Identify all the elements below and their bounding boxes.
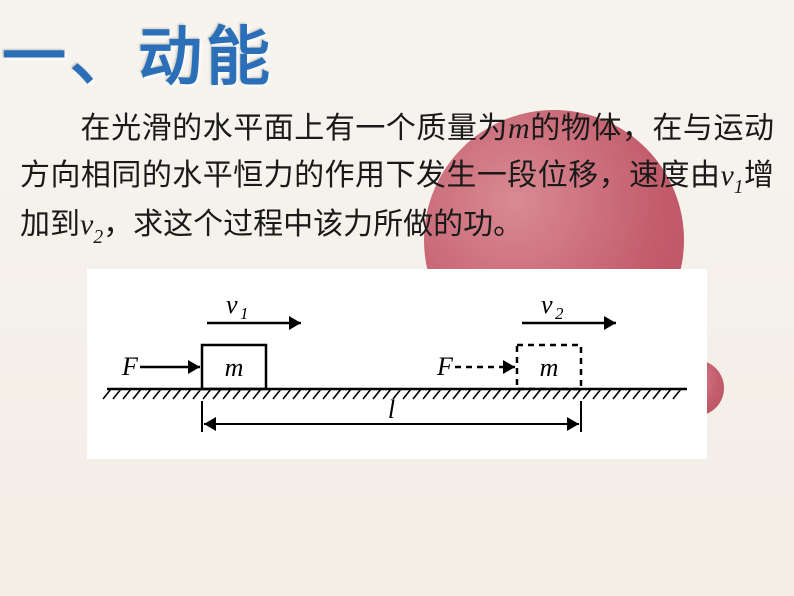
v2-base: v — [80, 208, 93, 241]
text-seg-4: ，求这个过程中该力所做的功。 — [103, 208, 523, 241]
v2-sub: 2 — [93, 227, 103, 248]
svg-text:2: 2 — [555, 304, 564, 323]
mass-symbol: m — [508, 112, 530, 145]
physics-diagram: mFv1mFv2l — [87, 269, 707, 459]
v1-sub: 1 — [734, 177, 744, 198]
svg-text:v: v — [541, 290, 553, 319]
v1-base: v — [720, 159, 733, 192]
problem-text: 在光滑的水平面上有一个质量为m的物体，在与运动方向相同的水平恒力的作用下发生一段… — [0, 98, 794, 251]
text-seg-1: 在光滑的水平面上有一个质量为 — [80, 112, 508, 145]
diagram-svg: mFv1mFv2l — [87, 269, 707, 459]
svg-text:F: F — [121, 352, 139, 381]
svg-text:m: m — [540, 353, 559, 382]
svg-text:1: 1 — [240, 304, 249, 323]
svg-text:v: v — [226, 290, 238, 319]
svg-text:F: F — [436, 352, 454, 381]
svg-text:l: l — [388, 395, 395, 424]
svg-text:m: m — [225, 353, 244, 382]
section-title: 一、动能 — [0, 0, 794, 98]
